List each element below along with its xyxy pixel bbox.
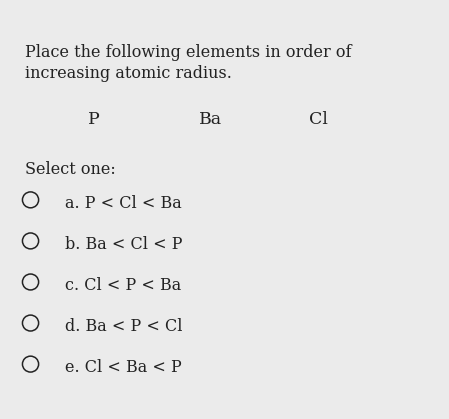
Text: b. Ba < Cl < P: b. Ba < Cl < P [65, 236, 183, 253]
Text: Ba: Ba [199, 111, 223, 128]
Text: increasing atomic radius.: increasing atomic radius. [25, 65, 232, 82]
Text: a. P < Cl < Ba: a. P < Cl < Ba [65, 195, 182, 212]
Text: Select one:: Select one: [25, 161, 115, 178]
Text: Cl: Cl [309, 111, 328, 128]
Text: P: P [88, 111, 100, 128]
Text: e. Cl < Ba < P: e. Cl < Ba < P [65, 359, 182, 376]
Text: Place the following elements in order of: Place the following elements in order of [25, 44, 351, 61]
Text: d. Ba < P < Cl: d. Ba < P < Cl [65, 318, 183, 335]
Text: c. Cl < P < Ba: c. Cl < P < Ba [65, 277, 181, 294]
